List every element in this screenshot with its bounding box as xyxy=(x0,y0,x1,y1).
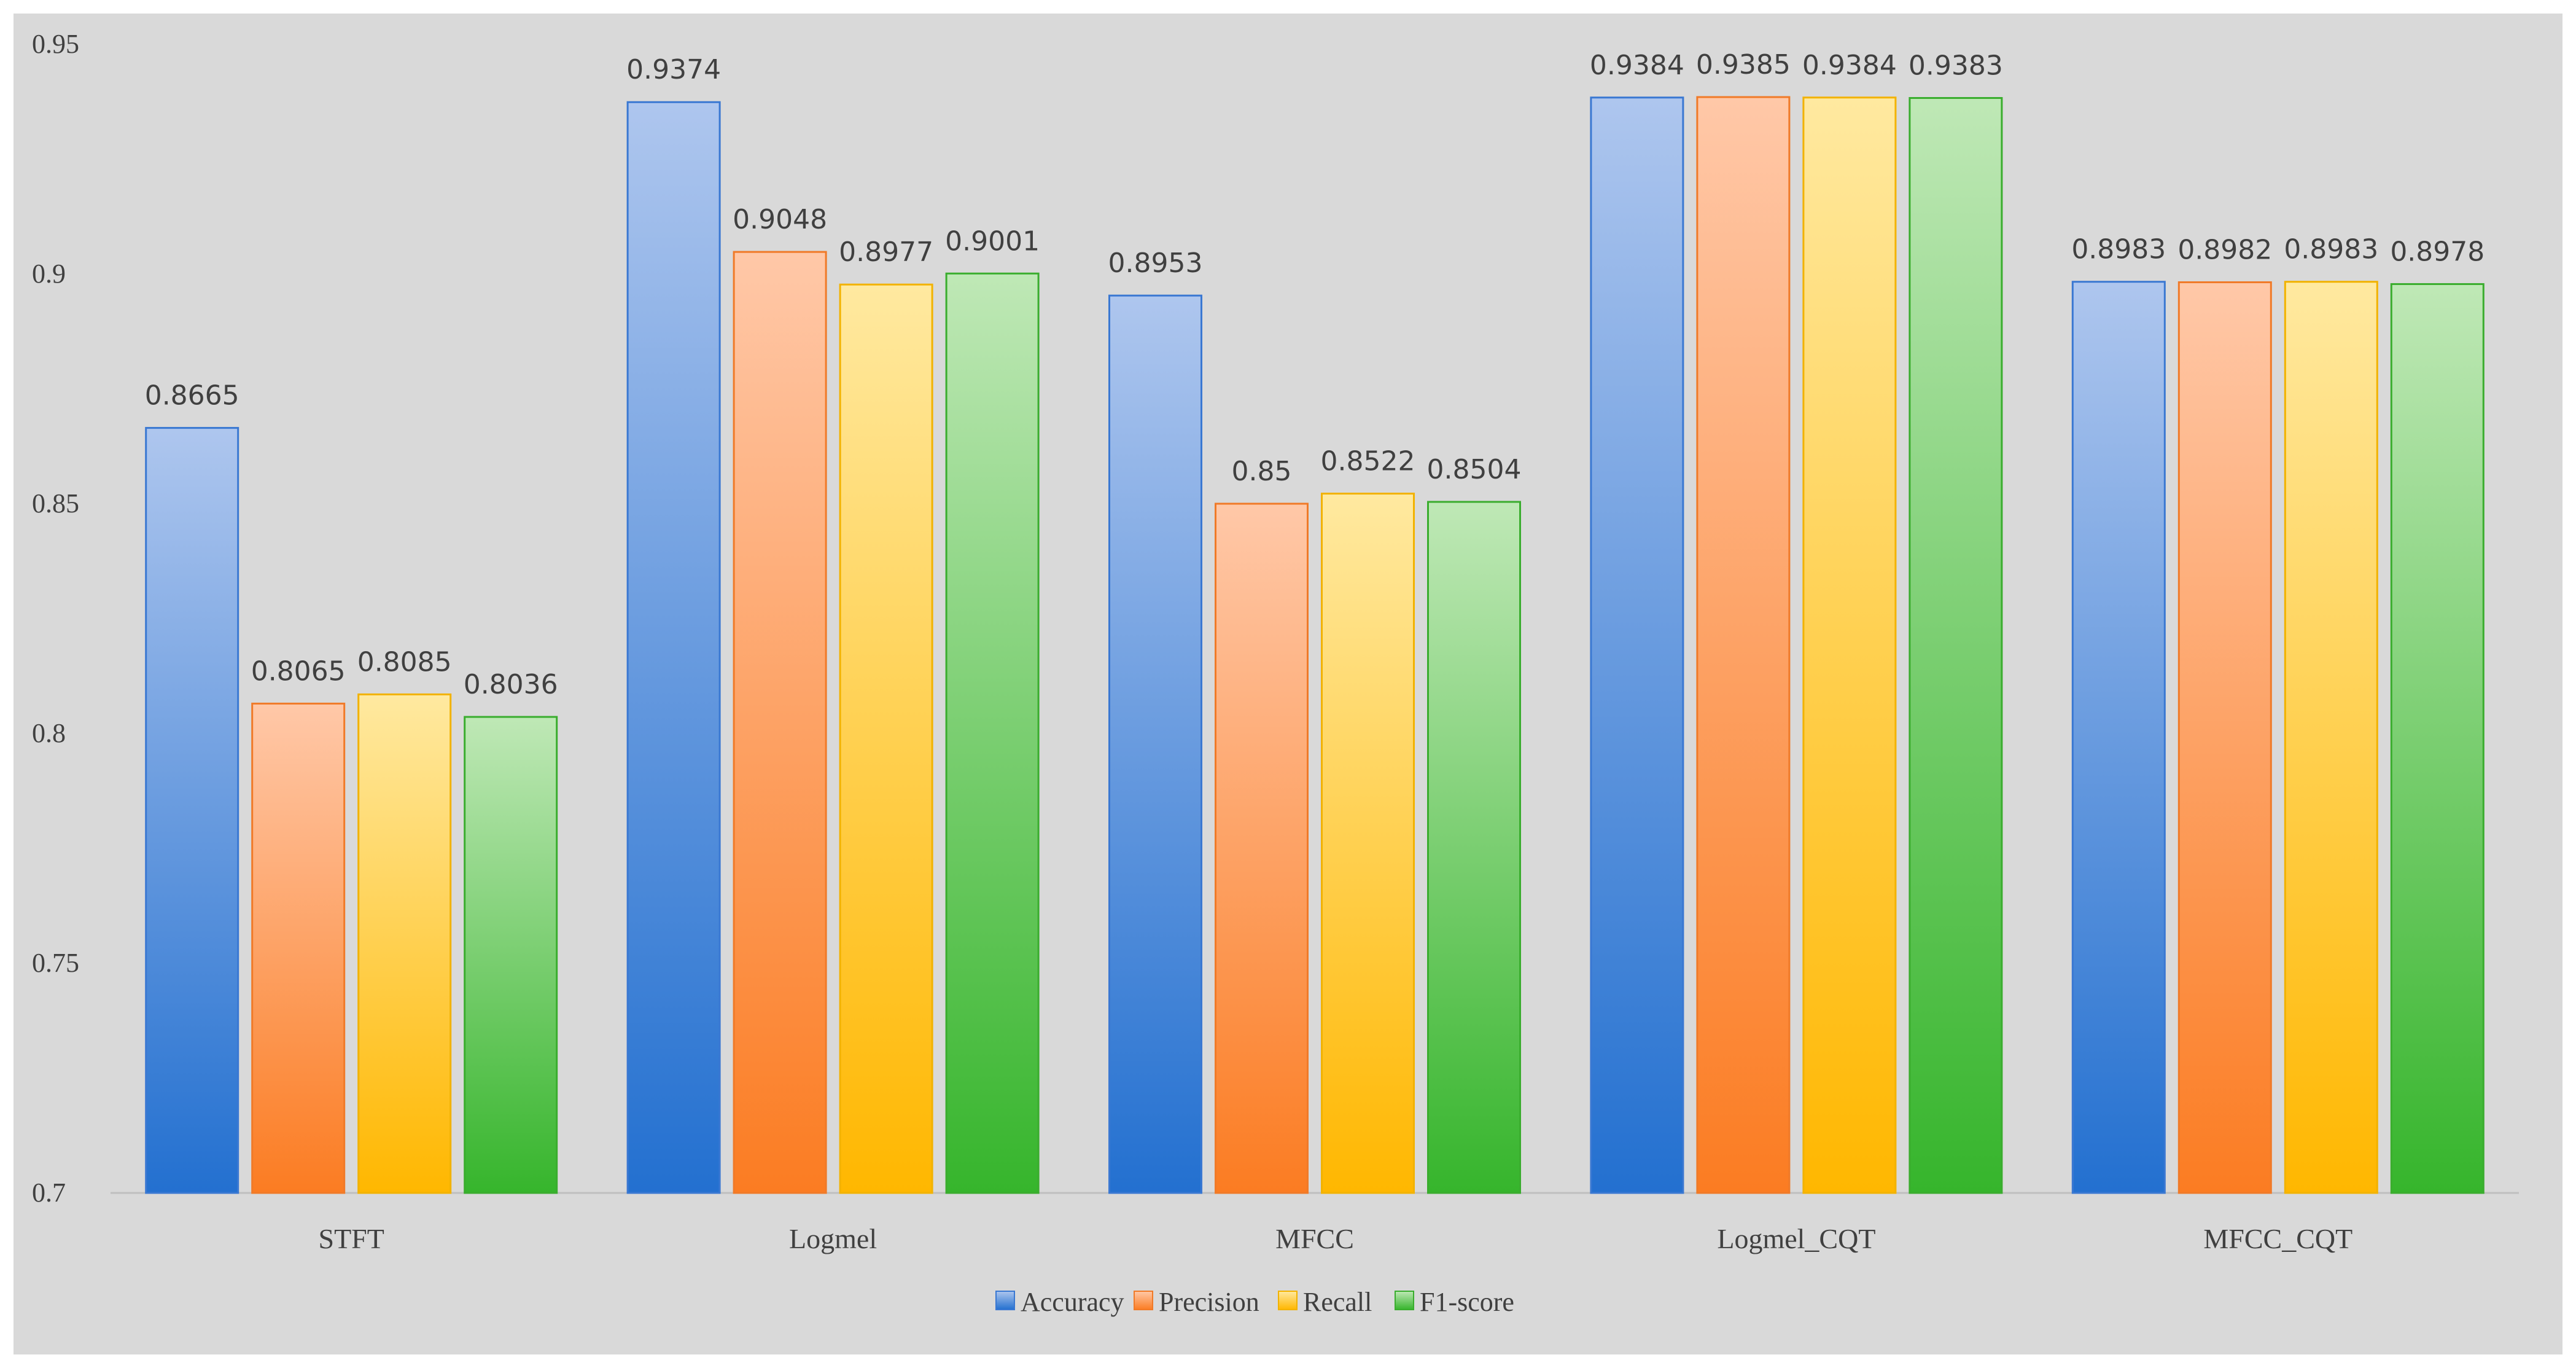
bar-logmel-precision xyxy=(733,251,827,1194)
y-tick-label: 0.7 xyxy=(32,1178,66,1208)
x-tick-label-logmel: Logmel xyxy=(789,1223,877,1254)
data-label-logmel-cqt-f1-score: 0.9383 xyxy=(1909,50,2003,82)
bars-group xyxy=(145,96,2485,1194)
y-tick-label: 0.8 xyxy=(32,718,66,748)
bar-logmel-cqt-precision xyxy=(1696,96,1791,1194)
legend-label-recall: Recall xyxy=(1303,1287,1372,1317)
x-tick-label-mfcc: MFCC xyxy=(1275,1223,1354,1254)
bar-stft-recall xyxy=(357,693,452,1194)
data-label-stft-accuracy: 0.8665 xyxy=(145,380,239,412)
legend-swatch-recall xyxy=(1278,1291,1298,1310)
data-label-mfcc-accuracy: 0.8953 xyxy=(1108,248,1203,279)
legend: Accuracy Precision Recall F1-score xyxy=(995,1287,1514,1317)
data-label-mfcc-precision: 0.85 xyxy=(1232,456,1292,487)
bar-stft-accuracy xyxy=(145,427,239,1194)
x-axis: STFT Logmel MFCC Logmel_CQT MFCC_CQT xyxy=(319,1223,2353,1254)
data-label-mfcc-cqt-f1-score: 0.8978 xyxy=(2390,236,2485,267)
data-label-logmel-accuracy: 0.9374 xyxy=(626,54,721,85)
y-tick-label: 0.85 xyxy=(32,488,79,518)
data-label-mfcc-cqt-accuracy: 0.8983 xyxy=(2071,234,2166,265)
legend-swatch-accuracy xyxy=(995,1291,1015,1310)
bar-logmel-cqt-f1-score xyxy=(1909,97,2003,1194)
data-label-stft-precision: 0.8065 xyxy=(251,655,346,687)
chart-frame: 0.7 0.75 0.8 0.85 0.9 0.95 0.8665 0.8065 0.8085… xyxy=(14,14,2562,1354)
x-tick-label-stft: STFT xyxy=(319,1223,384,1254)
legend-label-accuracy: Accuracy xyxy=(1021,1287,1124,1317)
bar-mfcc-cqt-precision xyxy=(2177,281,2272,1194)
data-labels-group: 0.8665 0.8065 0.8085 0.8036 0.9374 0.9048 0.89… xyxy=(145,49,2485,700)
bar-chart: 0.7 0.75 0.8 0.85 0.9 0.95 0.8665 0.8065 0.8085… xyxy=(32,29,2519,1317)
data-label-logmel-cqt-accuracy: 0.9384 xyxy=(1590,50,1684,81)
y-tick-label: 0.75 xyxy=(32,948,79,978)
data-label-logmel-cqt-recall: 0.9384 xyxy=(1802,50,1897,81)
bar-mfcc-cqt-recall xyxy=(2284,281,2378,1194)
legend-label-precision: Precision xyxy=(1159,1287,1259,1317)
data-label-logmel-cqt-precision: 0.9385 xyxy=(1696,49,1791,80)
y-axis: 0.7 0.75 0.8 0.85 0.9 0.95 xyxy=(32,29,79,1208)
bar-logmel-cqt-accuracy xyxy=(1590,96,1684,1194)
x-tick-label-logmel-cqt: Logmel_CQT xyxy=(1717,1223,1875,1254)
data-label-logmel-f1-score: 0.9001 xyxy=(945,225,1040,257)
bar-mfcc-accuracy xyxy=(1108,294,1202,1194)
bar-logmel-accuracy xyxy=(626,101,721,1194)
legend-swatch-precision xyxy=(1134,1291,1153,1310)
y-tick-label: 0.95 xyxy=(32,29,79,59)
bar-stft-f1-score xyxy=(464,716,558,1194)
legend-swatch-f1-score xyxy=(1395,1291,1414,1310)
data-label-mfcc-f1-score: 0.8504 xyxy=(1427,454,1522,485)
data-label-mfcc-cqt-precision: 0.8982 xyxy=(2177,234,2272,265)
data-label-mfcc-cqt-recall: 0.8983 xyxy=(2284,234,2378,265)
data-label-stft-f1-score: 0.8036 xyxy=(464,669,558,700)
bar-stft-precision xyxy=(251,702,346,1194)
bar-logmel-cqt-recall xyxy=(1802,96,1897,1194)
data-label-logmel-precision: 0.9048 xyxy=(733,204,827,235)
data-label-mfcc-recall: 0.8522 xyxy=(1321,446,1415,477)
data-label-logmel-recall: 0.8977 xyxy=(839,236,933,268)
y-tick-label: 0.9 xyxy=(32,259,66,289)
bar-mfcc-cqt-accuracy xyxy=(2071,281,2166,1194)
x-tick-label-mfcc-cqt: MFCC_CQT xyxy=(2203,1223,2352,1254)
legend-label-f1-score: F1-score xyxy=(1420,1287,1514,1317)
bar-logmel-f1-score xyxy=(945,272,1040,1194)
bar-mfcc-f1-score xyxy=(1427,501,1521,1194)
bar-mfcc-recall xyxy=(1321,493,1415,1194)
data-label-stft-recall: 0.8085 xyxy=(357,646,452,678)
bar-mfcc-cqt-f1-score xyxy=(2390,283,2485,1194)
bar-mfcc-precision xyxy=(1215,502,1309,1194)
bar-logmel-recall xyxy=(839,283,933,1194)
